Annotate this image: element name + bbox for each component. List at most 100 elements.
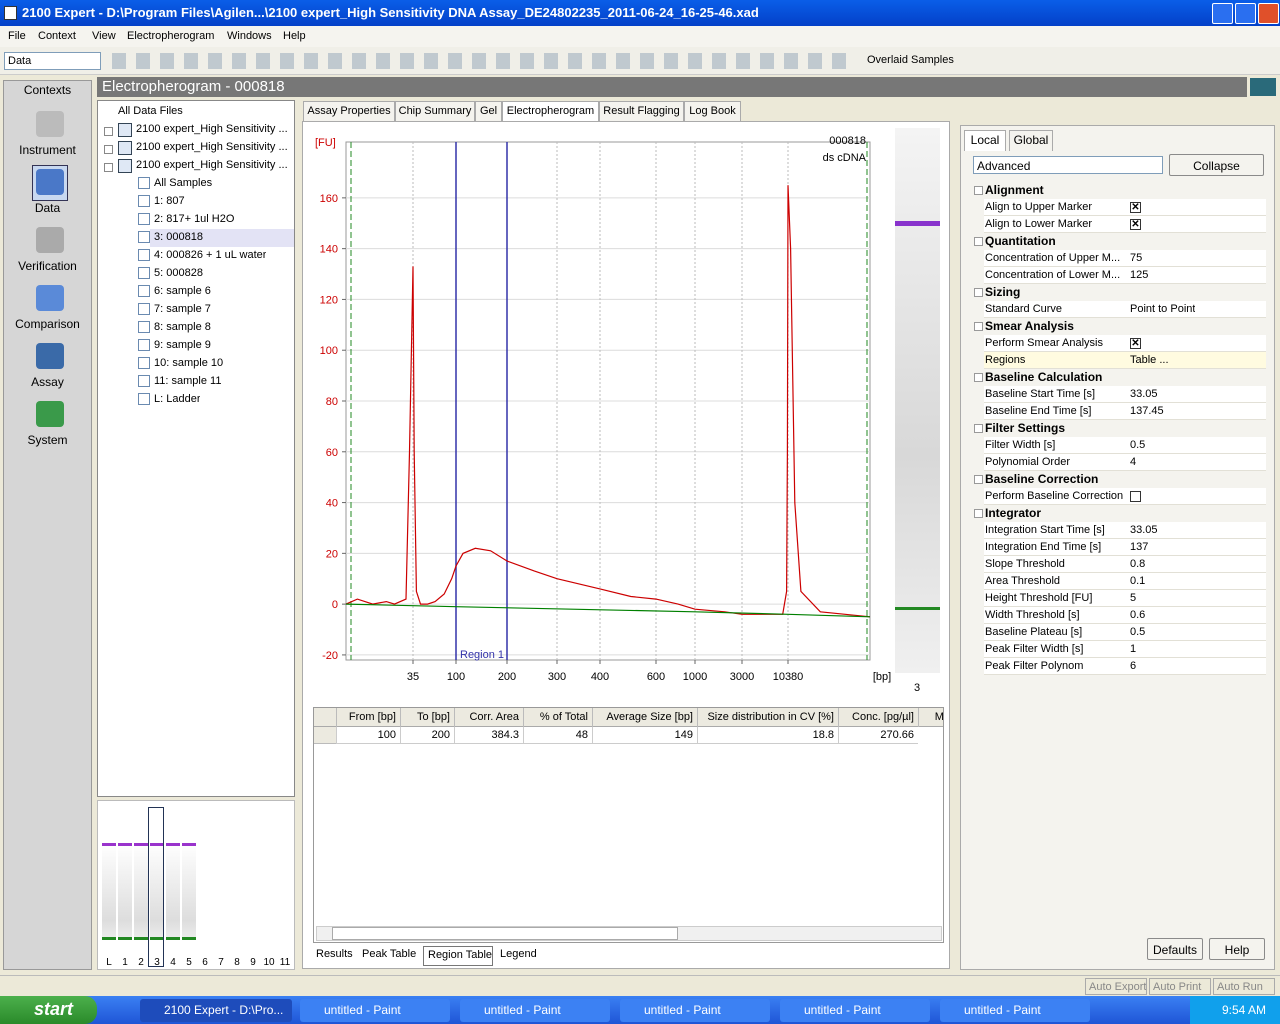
table-cell[interactable]: 200 (400, 727, 454, 744)
group-toggle[interactable] (974, 237, 983, 246)
checkbox[interactable] (138, 231, 150, 243)
context-label[interactable]: System (27, 433, 68, 447)
minimize-button[interactable] (1212, 3, 1233, 24)
task-button[interactable]: untitled - Paint (940, 999, 1090, 1022)
group-header[interactable]: Smear Analysis (985, 319, 1074, 333)
lane-label[interactable]: 9 (250, 957, 256, 968)
property-value[interactable]: 1 (1130, 643, 1137, 655)
table-cell[interactable]: 149 (592, 727, 697, 744)
lane-label[interactable]: 3 (154, 957, 160, 968)
lane-label[interactable]: L (106, 957, 112, 968)
group-header[interactable]: Sizing (985, 285, 1021, 299)
table-cell[interactable]: 48 (523, 727, 592, 744)
task-button[interactable]: untitled - Paint (460, 999, 610, 1022)
tab[interactable]: Chip Summary (395, 101, 475, 121)
property-checkbox[interactable]: ✕ (1130, 219, 1141, 230)
context-icon[interactable] (36, 285, 64, 311)
column-header[interactable]: Conc. [pg/µl] (838, 708, 918, 727)
task-button[interactable]: untitled - Paint (620, 999, 770, 1022)
checkbox[interactable] (138, 375, 150, 387)
lane-label[interactable]: 11 (279, 957, 291, 968)
context-label[interactable]: Data (34, 201, 61, 215)
task-button[interactable]: untitled - Paint (780, 999, 930, 1022)
tree-file[interactable]: 2100 expert_High Sensitivity ... (136, 141, 288, 153)
tab[interactable]: Result Flagging (599, 101, 684, 121)
tab[interactable]: Log Book (684, 101, 741, 121)
column-header[interactable]: Corr. Area (454, 708, 523, 727)
scroll-thumb[interactable] (332, 927, 678, 940)
result-tab[interactable]: Results (316, 948, 353, 960)
property-value[interactable]: Table ... (1130, 354, 1169, 366)
tree-root[interactable]: All Data Files (118, 105, 183, 117)
tree-sample[interactable]: All Samples (154, 177, 213, 189)
tab[interactable]: Assay Properties (303, 101, 395, 121)
lane-label[interactable]: 10 (263, 957, 275, 968)
group-toggle[interactable] (974, 186, 983, 195)
group-header[interactable]: Baseline Correction (985, 472, 1099, 486)
group-header[interactable]: Quantitation (985, 234, 1056, 248)
property-checkbox[interactable]: ✕ (1130, 202, 1141, 213)
result-tab[interactable]: Peak Table (362, 948, 417, 960)
property-value[interactable]: 0.5 (1130, 626, 1146, 638)
group-header[interactable]: Baseline Calculation (985, 370, 1103, 384)
expander[interactable] (104, 163, 113, 172)
lane-label[interactable]: 2 (138, 957, 144, 968)
result-tab[interactable]: Region Table (423, 946, 493, 966)
tree-sample[interactable]: 9: sample 9 (154, 339, 211, 351)
start-button[interactable]: start (0, 996, 97, 1024)
tree-sample[interactable]: 4: 000826 + 1 uL water (154, 249, 267, 261)
column-header[interactable]: To [bp] (400, 708, 454, 727)
property-value[interactable]: 0.6 (1130, 609, 1146, 621)
tab[interactable]: Gel (475, 101, 502, 121)
tree-sample[interactable]: L: Ladder (154, 393, 201, 405)
context-label[interactable]: Instrument (19, 143, 76, 157)
column-header[interactable]: From [bp] (336, 708, 400, 727)
group-header[interactable]: Filter Settings (985, 421, 1066, 435)
checkbox[interactable] (138, 177, 150, 189)
tree-file[interactable]: 2100 expert_High Sensitivity ... (136, 159, 288, 171)
property-value[interactable]: 137 (1130, 541, 1149, 553)
tree-sample[interactable]: 6: sample 6 (154, 285, 211, 297)
checkbox[interactable] (138, 267, 150, 279)
result-tab[interactable]: Legend (500, 948, 537, 960)
lane-label[interactable]: 4 (170, 957, 176, 968)
task-button[interactable]: 2100 Expert - D:\Pro... (140, 999, 292, 1022)
lane-label[interactable]: 1 (122, 957, 128, 968)
menu-item[interactable]: Electropherogram (127, 30, 215, 42)
maximize-button[interactable] (1235, 3, 1256, 24)
menu-item[interactable]: Help (283, 30, 306, 42)
overlay-combo[interactable]: Overlaid Samples (867, 54, 954, 66)
property-value[interactable]: 75 (1130, 252, 1143, 264)
property-checkbox[interactable]: ✕ (1130, 338, 1141, 349)
property-tab[interactable]: Global (1009, 130, 1053, 151)
lane-label[interactable]: 6 (202, 957, 208, 968)
tree-sample[interactable]: 10: sample 10 (154, 357, 224, 369)
property-checkbox[interactable] (1130, 491, 1141, 502)
tree-sample[interactable]: 11: sample 11 (154, 375, 222, 387)
context-icon[interactable] (36, 169, 64, 195)
checkbox[interactable] (138, 357, 150, 369)
context-icon[interactable] (36, 343, 64, 369)
property-value[interactable]: 33.05 (1130, 388, 1158, 400)
property-value[interactable]: 0.5 (1130, 439, 1146, 451)
task-button[interactable]: untitled - Paint (300, 999, 450, 1022)
mode-combo[interactable]: Advanced (973, 156, 1163, 174)
column-header[interactable]: Average Size [bp] (592, 708, 697, 727)
column-header[interactable]: % of Total (523, 708, 592, 727)
property-button[interactable]: Defaults (1147, 938, 1203, 960)
menu-item[interactable]: View (92, 30, 116, 42)
checkbox[interactable] (138, 303, 150, 315)
property-tab[interactable]: Local (964, 130, 1006, 151)
context-label[interactable]: Verification (18, 259, 77, 273)
expander[interactable] (104, 127, 113, 136)
checkbox[interactable] (138, 213, 150, 225)
tree-sample[interactable]: 1: 807 (154, 195, 185, 207)
property-value[interactable]: Point to Point (1130, 303, 1196, 315)
property-value[interactable]: 5 (1130, 592, 1137, 604)
property-button[interactable]: Help (1209, 938, 1265, 960)
tree-file[interactable]: 2100 expert_High Sensitivity ... (136, 123, 288, 135)
group-header[interactable]: Integrator (985, 506, 1042, 520)
checkbox[interactable] (138, 249, 150, 261)
lane-label[interactable]: 8 (234, 957, 240, 968)
table-cell[interactable]: 384.3 (454, 727, 523, 744)
